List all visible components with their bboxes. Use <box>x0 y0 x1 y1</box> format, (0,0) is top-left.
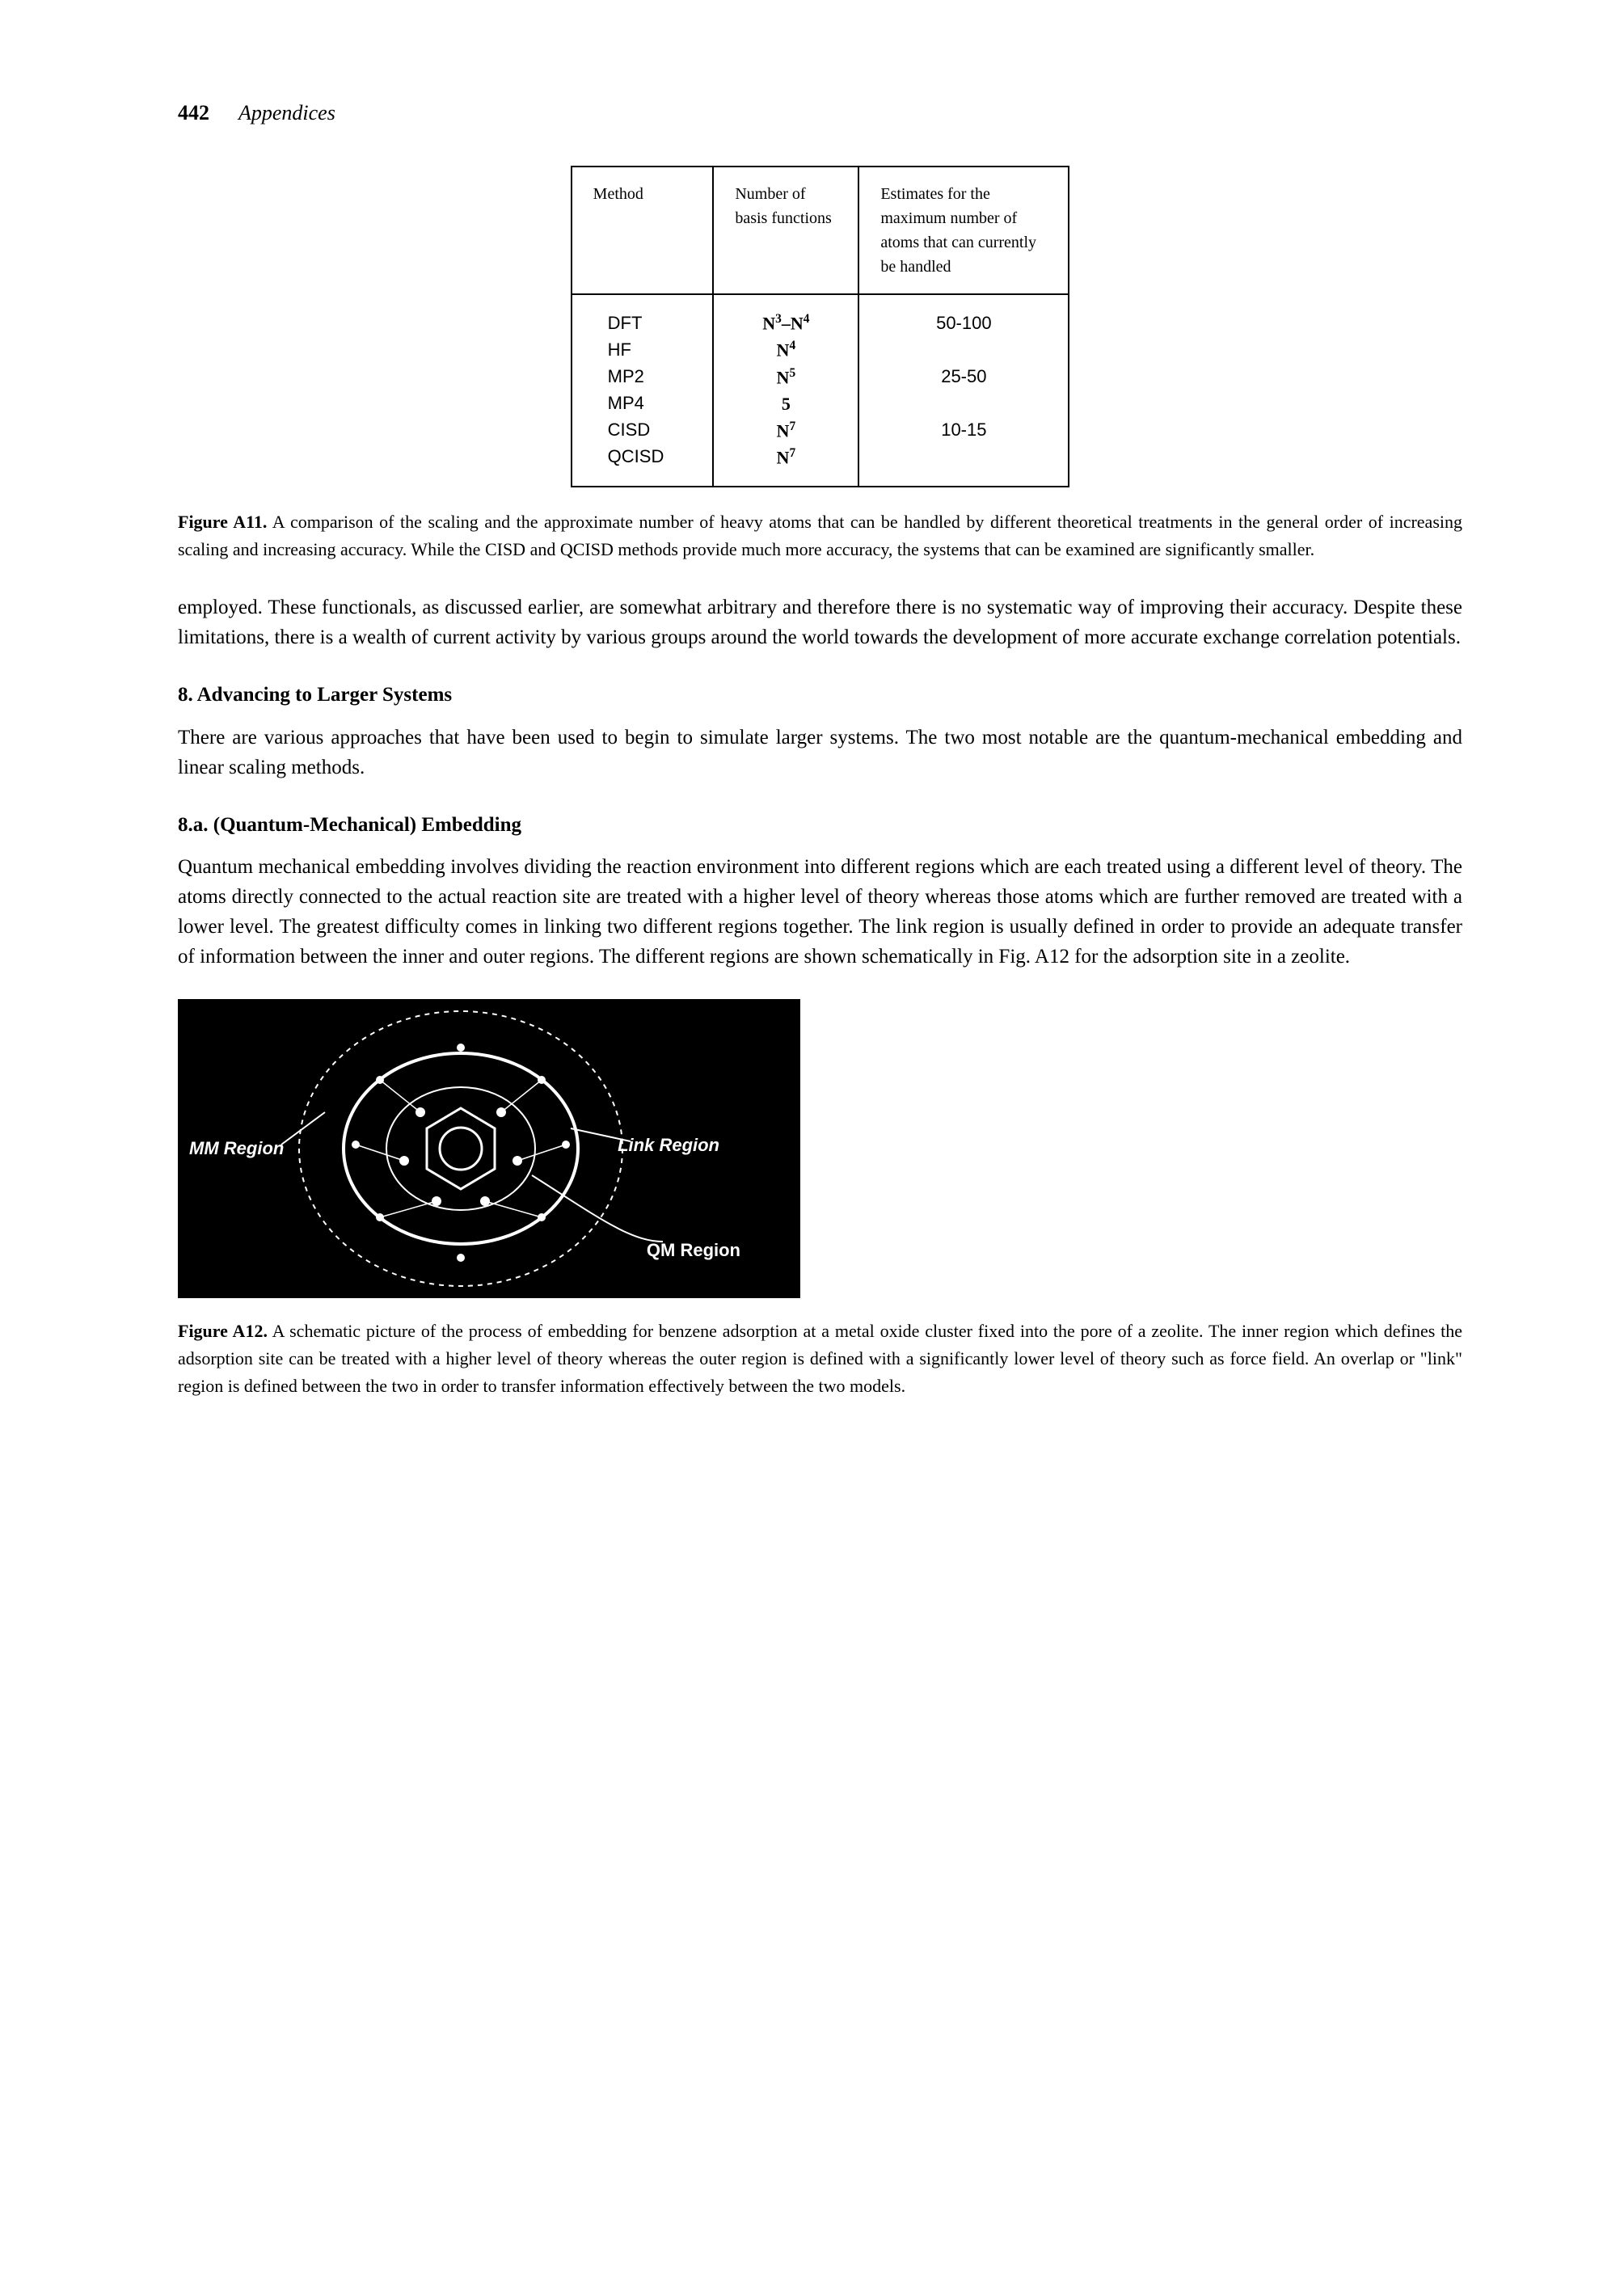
caption-label: Figure A12. <box>178 1321 268 1341</box>
method-row: DFT <box>608 310 664 336</box>
col-header-method: Method <box>572 167 714 294</box>
est-row <box>880 336 1047 363</box>
caption-text: A schematic picture of the process of em… <box>178 1321 1462 1396</box>
method-row: MP4 <box>608 390 664 416</box>
page-header: 442 Appendices <box>178 97 1462 129</box>
col-header-basis: Number of basis functions <box>713 167 858 294</box>
basis-row: N7 <box>735 444 837 470</box>
est-row: 10-15 <box>880 416 1047 443</box>
basis-row: N4 <box>735 336 837 363</box>
table-cell-est: 50-100 25-50 10-15 <box>858 294 1069 487</box>
col-header-estimate: Estimates for the maximum number of atom… <box>858 167 1069 294</box>
caption-text: A comparison of the scaling and the appr… <box>178 512 1462 559</box>
est-row <box>880 443 1047 470</box>
figure-a12-diagram: MM Region Link Region QM Region <box>178 999 800 1298</box>
method-row: CISD <box>608 416 664 443</box>
table-cell-methods: DFT HF MP2 MP4 CISD QCISD <box>572 294 714 487</box>
page-number: 442 <box>178 97 209 129</box>
method-row: HF <box>608 336 664 363</box>
est-row: 25-50 <box>880 363 1047 390</box>
method-row: MP2 <box>608 363 664 390</box>
figure-a12-caption: Figure A12. A schematic picture of the p… <box>178 1318 1462 1400</box>
basis-row: N7 <box>735 417 837 444</box>
basis-row: N5 <box>735 364 837 390</box>
figure-a11-table: Method Number of basis functions Estimat… <box>571 166 1070 487</box>
mm-region-label: MM Region <box>189 1135 284 1162</box>
table-cell-basis: N3–N4 N4 N5 5 N7 N7 <box>713 294 858 487</box>
est-row: 50-100 <box>880 310 1047 336</box>
section-label: Appendices <box>238 97 335 129</box>
link-region-label: Link Region <box>618 1132 719 1158</box>
heading-8: 8. Advancing to Larger Systems <box>178 680 1462 711</box>
caption-label: Figure A11. <box>178 512 267 532</box>
basis-row: 5 <box>735 390 837 417</box>
est-row <box>880 390 1047 416</box>
paragraph-various: There are various approaches that have b… <box>178 723 1462 782</box>
method-row: QCISD <box>608 443 664 470</box>
qm-region-label: QM Region <box>647 1237 740 1263</box>
paragraph-embedding: Quantum mechanical embedding involves di… <box>178 852 1462 972</box>
heading-8a: 8.a. (Quantum-Mechanical) Embedding <box>178 810 1462 841</box>
figure-a11-caption: Figure A11. A comparison of the scaling … <box>178 508 1462 563</box>
basis-row: N3–N4 <box>735 310 837 336</box>
paragraph-employed: employed. These functionals, as discusse… <box>178 592 1462 652</box>
